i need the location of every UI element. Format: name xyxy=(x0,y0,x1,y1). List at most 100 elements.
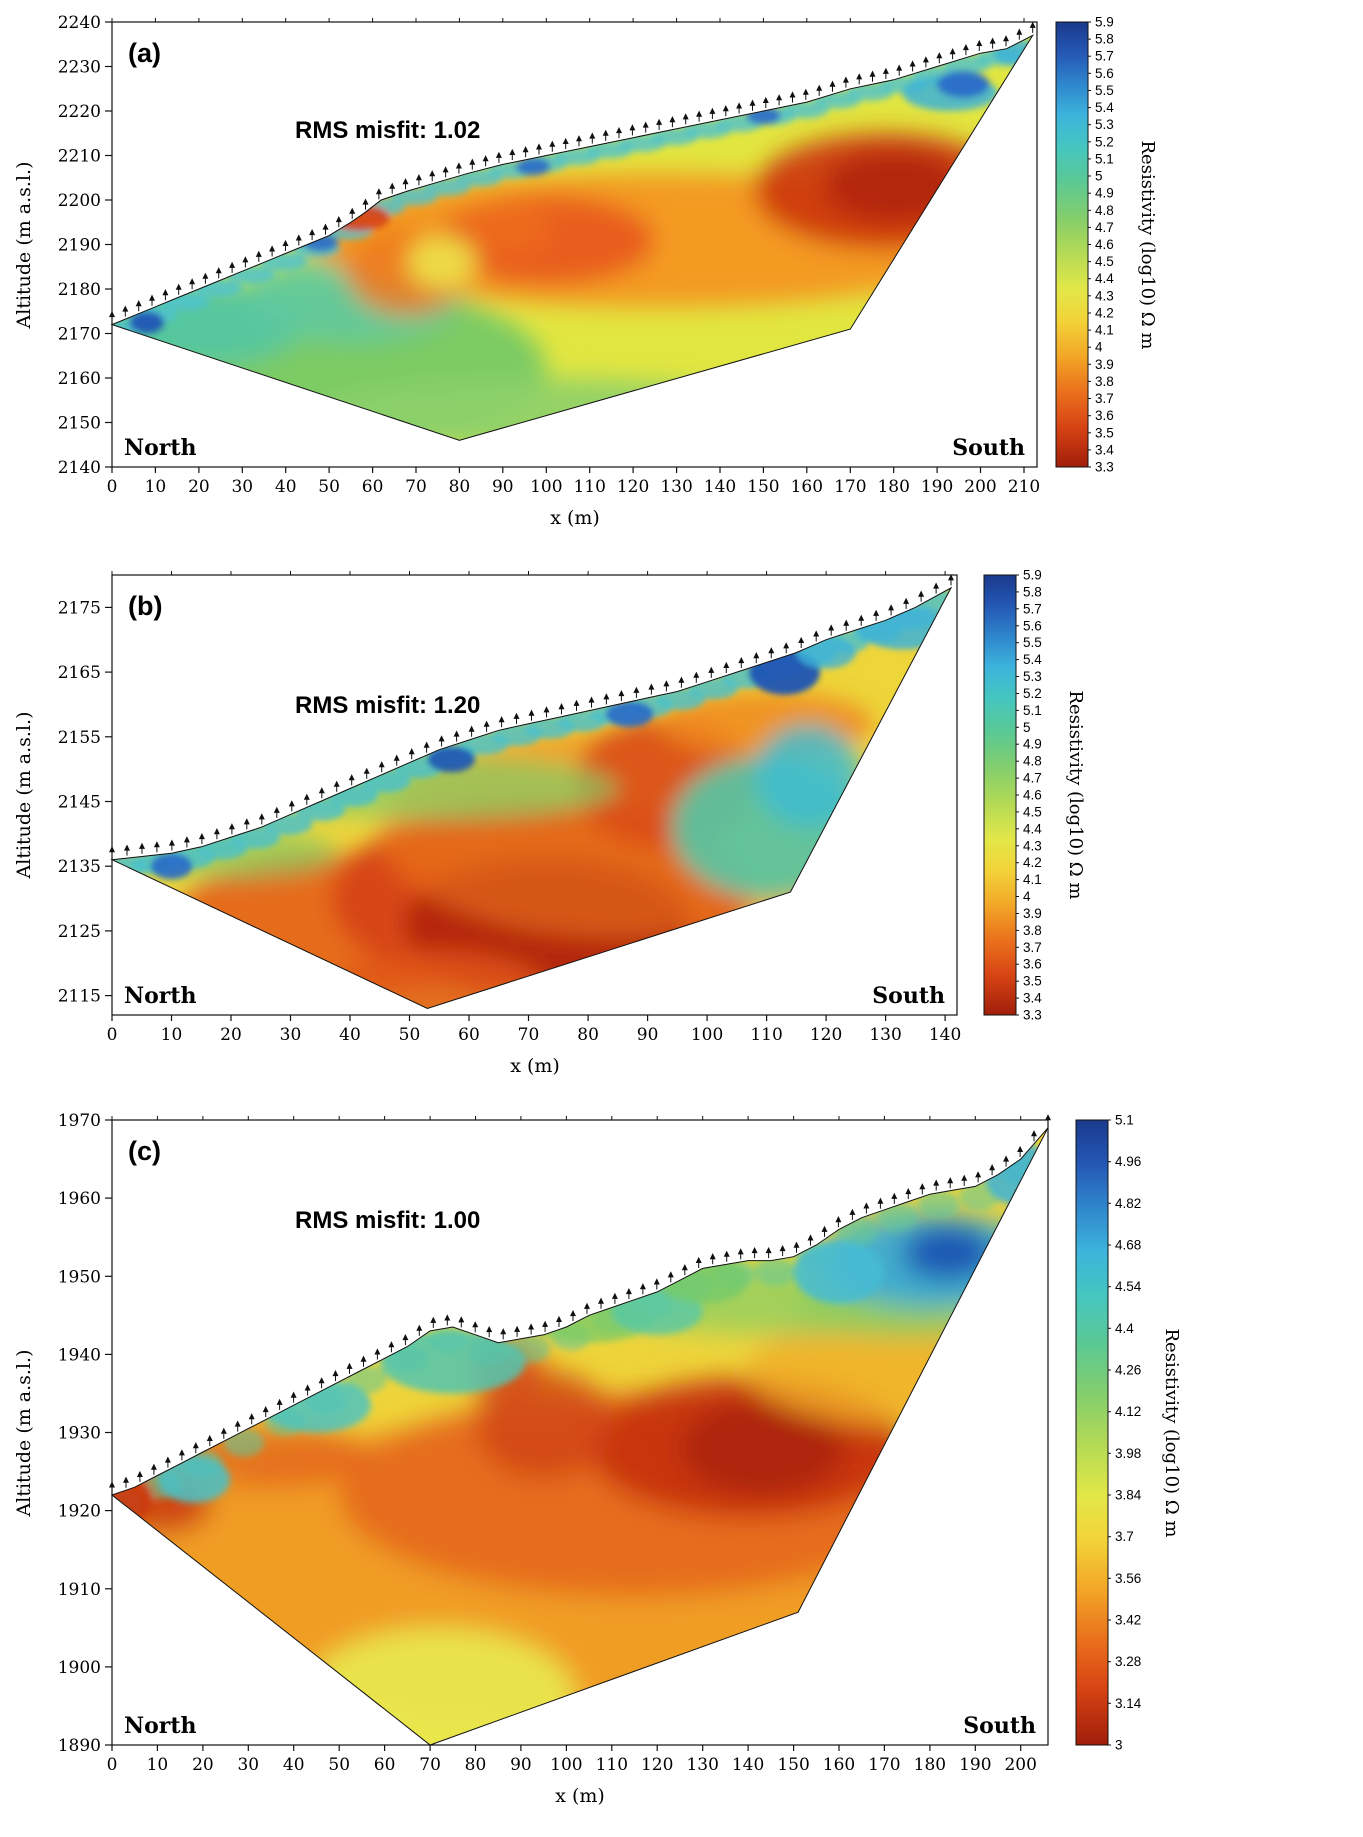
colorbar-tick-label: 3.3 xyxy=(1095,460,1114,475)
south-label: South xyxy=(963,1713,1036,1739)
panel-b: 0 10 20 30 40 50 60 70 80 90 100 110 120 130 140 x (m) 2… xyxy=(0,545,1363,1076)
colorbar-tick-label: 4.4 xyxy=(1023,821,1042,836)
x-axis-label: x (m) xyxy=(510,1055,560,1075)
x-tick-label: 110 xyxy=(573,477,605,497)
y-tick-label: 1910 xyxy=(58,1580,101,1600)
colorbar-label: Resistivity (log10) Ω m xyxy=(1065,691,1086,900)
x-tick-label: 40 xyxy=(283,1755,305,1775)
y-axis-label: Altitude (m a.s.l.) xyxy=(13,712,35,880)
panel-svg: 0 10 20 30 40 50 60 70 80 90 100 110 120 130 140 150 160… xyxy=(13,13,1158,529)
colorbar-tick-label: 4.82 xyxy=(1115,1196,1141,1211)
x-tick-label: 160 xyxy=(791,477,823,497)
x-tick-label: 50 xyxy=(328,1755,350,1775)
colorbar-tick-label: 3.4 xyxy=(1095,442,1114,457)
colorbar-tick-label: 3.9 xyxy=(1095,357,1114,372)
colorbar-tick-label: 5.8 xyxy=(1023,584,1042,599)
x-tick-label: 60 xyxy=(374,1755,396,1775)
colorbar-tick-label: 4.54 xyxy=(1115,1279,1142,1294)
colorbar-tick-label: 3.7 xyxy=(1095,391,1114,406)
colorbar-tick-label: 5.3 xyxy=(1023,669,1042,684)
y-tick-label: 2145 xyxy=(58,793,101,813)
colorbar-tick-label: 5.1 xyxy=(1115,1113,1134,1128)
x-tick-label: 30 xyxy=(231,477,253,497)
colorbar-tick-label: 5.6 xyxy=(1023,618,1042,633)
x-tick-label: 70 xyxy=(405,477,427,497)
colorbar-tick-label: 4.9 xyxy=(1095,186,1114,201)
electrode-arrows xyxy=(108,1114,1052,1493)
colorbar-tick-label: 5.7 xyxy=(1095,49,1114,64)
colorbar: 5.1 4.96 4.82 4.68 4.54 4.4 4.26 4.12 3.98 3.84 3.… xyxy=(1075,1113,1182,1753)
x-tick-label: 60 xyxy=(458,1025,480,1045)
south-label: South xyxy=(872,983,945,1009)
colorbar-tick-label: 5.9 xyxy=(1095,15,1114,30)
x-tick-label: 20 xyxy=(188,477,210,497)
y-tick-label: 1940 xyxy=(58,1345,101,1365)
y-tick-label: 2155 xyxy=(58,728,101,748)
colorbar-tick-label: 5.3 xyxy=(1095,117,1114,132)
colorbar-tick-label: 3.84 xyxy=(1115,1488,1142,1503)
x-tick-label: 50 xyxy=(399,1025,421,1045)
colorbar-tick-label: 3 xyxy=(1115,1738,1123,1753)
x-tick-label: 100 xyxy=(550,1755,582,1775)
x-tick-label: 90 xyxy=(492,477,514,497)
north-label: North xyxy=(124,435,197,461)
y-tick-label: 2240 xyxy=(58,13,101,33)
colorbar-label: Resistivity (log10) Ω m xyxy=(1137,141,1158,350)
colorbar-tick-label: 3.4 xyxy=(1023,991,1042,1006)
x-tick-label: 210 xyxy=(1008,477,1040,497)
colorbar-tick-label: 4.96 xyxy=(1115,1154,1141,1169)
colorbar-tick-label: 4.1 xyxy=(1023,872,1042,887)
colorbar-tick-label: 3.8 xyxy=(1023,923,1042,938)
x-tick-label: 0 xyxy=(107,1025,118,1045)
plot-frame xyxy=(111,574,958,1016)
x-tick-label: 170 xyxy=(868,1755,900,1775)
colorbar-tick-label: 4.5 xyxy=(1095,254,1114,269)
x-tick-label: 120 xyxy=(617,477,649,497)
colorbar-tick-label: 3.28 xyxy=(1115,1654,1141,1669)
x-tick-label: 80 xyxy=(449,477,471,497)
x-axis-label: x (m) xyxy=(555,1785,605,1807)
y-tick-label: 2170 xyxy=(58,325,101,345)
north-label: North xyxy=(124,983,197,1009)
south-label: South xyxy=(952,435,1025,461)
y-tick-label: 2220 xyxy=(58,102,101,122)
y-tick-label: 2175 xyxy=(58,598,101,618)
y-tick-label: 2210 xyxy=(58,147,101,167)
y-tick-label: 1920 xyxy=(58,1502,101,1522)
y-tick-label: 2165 xyxy=(58,663,101,683)
colorbar-tick-label: 3.8 xyxy=(1095,374,1114,389)
x-tick-label: 140 xyxy=(929,1025,961,1045)
x-tick-label: 30 xyxy=(237,1755,259,1775)
panel-svg: 0 10 20 30 40 50 60 70 80 90 100 110 120 130 140 x (m) 2… xyxy=(13,568,1086,1076)
x-tick-label: 30 xyxy=(280,1025,302,1045)
y-tick-label: 2150 xyxy=(58,414,101,434)
y-tick-label: 2190 xyxy=(58,236,101,256)
x-tick-label: 130 xyxy=(686,1755,718,1775)
x-tick-label: 150 xyxy=(777,1755,809,1775)
x-tick-label: 110 xyxy=(596,1755,628,1775)
y-axis-label: Altitude (m a.s.l.) xyxy=(13,1350,35,1518)
colorbar-tick-label: 3.6 xyxy=(1095,408,1114,423)
panel-a: 0 10 20 30 40 50 60 70 80 90 100 110 120 130 140 150 160… xyxy=(0,0,1363,545)
y-axis: 2115 2125 2135 2145 2155 2165 2175 Altitude (m … xyxy=(13,598,112,1007)
y-tick-label: 1970 xyxy=(58,1111,101,1131)
colorbar-gradient xyxy=(1055,21,1089,468)
colorbar-tick-label: 3.56 xyxy=(1115,1571,1141,1586)
x-tick-label: 160 xyxy=(823,1755,855,1775)
x-tick-label: 80 xyxy=(465,1755,487,1775)
x-tick-label: 20 xyxy=(220,1025,242,1045)
colorbar-tick-label: 3.6 xyxy=(1023,957,1042,972)
colorbar-tick-label: 5.5 xyxy=(1023,635,1042,650)
colorbar-tick-label: 3.7 xyxy=(1023,940,1042,955)
x-tick-label: 10 xyxy=(147,1755,169,1775)
colorbar-tick-label: 5.5 xyxy=(1095,83,1114,98)
north-label: North xyxy=(124,1713,197,1739)
colorbar-tick-label: 3.14 xyxy=(1115,1696,1142,1711)
colorbar-tick-label: 3.5 xyxy=(1095,425,1114,440)
section-heatmap xyxy=(112,587,951,1009)
y-tick-label: 1960 xyxy=(58,1189,101,1209)
x-axis-label: x (m) xyxy=(550,507,600,529)
colorbar-tick-label: 5.4 xyxy=(1095,100,1114,115)
colorbar-tick-label: 4.7 xyxy=(1095,220,1114,235)
x-tick-label: 180 xyxy=(914,1755,946,1775)
